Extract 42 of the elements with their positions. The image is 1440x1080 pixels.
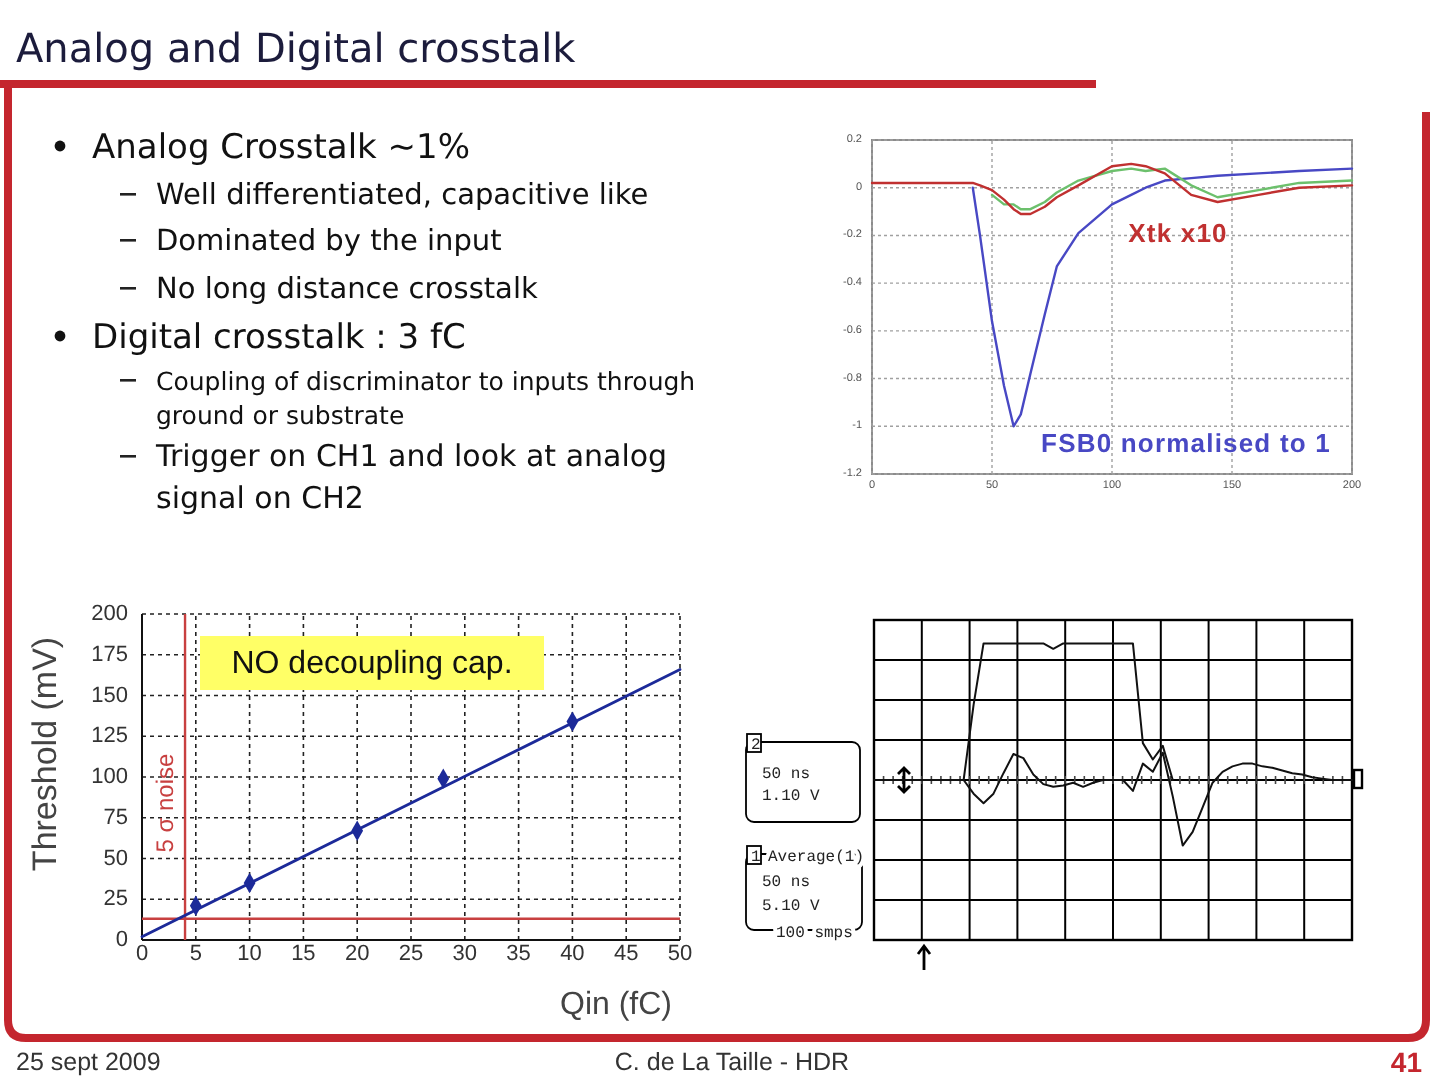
- ref-line-label: 5 σ noise: [151, 752, 180, 853]
- text: Analog and Digital crosstalk: [16, 24, 577, 72]
- text: No long distance crosstalk: [156, 274, 539, 306]
- text: 50 ns: [762, 766, 811, 784]
- text: Coupling of discriminator to inputs through ground or substrate: [156, 366, 696, 430]
- x-tick-label: 0: [135, 942, 149, 966]
- x-tick-label: 45: [613, 942, 639, 966]
- series-label: FSB0 normalised to 1: [1041, 428, 1331, 458]
- y-tick-label: 75: [103, 805, 128, 830]
- x-axis-title: Qin (fC): [560, 988, 672, 1022]
- x-tick-label: 30: [452, 942, 478, 966]
- text: 25 sept 2009: [16, 1048, 161, 1076]
- x-tick-label: 10: [237, 942, 262, 966]
- text: Dominated by the input: [156, 226, 503, 258]
- x-tick-label: 50: [667, 942, 693, 966]
- y-tick-label: 175: [91, 642, 128, 667]
- text: 2: [751, 737, 761, 755]
- x-tick-label: 25: [398, 942, 424, 966]
- text: 41: [1390, 1046, 1423, 1078]
- y-tick-label: 50: [103, 846, 128, 871]
- x-tick-label: 35: [506, 942, 531, 966]
- text: 1.10 V: [762, 788, 821, 806]
- annotation: NO decoupling cap.: [231, 646, 513, 680]
- text: Analog Crosstalk ~1%: [92, 128, 471, 168]
- text: 50 ns: [762, 874, 811, 892]
- text: Well differentiated, capacitive like: [156, 180, 649, 212]
- x-tick-label: 5: [189, 942, 202, 966]
- series-label: Xtk x10: [1128, 218, 1228, 248]
- x-tick-label: 15: [291, 942, 316, 966]
- text: 5.10 V: [762, 898, 821, 916]
- text: 1: [751, 849, 761, 867]
- text: Trigger on CH1 and look at analog signal on CH2: [154, 438, 668, 516]
- text: C. de La Taille - HDR: [614, 1048, 850, 1076]
- x-tick-label: 20: [344, 942, 370, 966]
- y-tick-label: 100: [91, 765, 128, 789]
- text: Digital crosstalk : 3 fC: [92, 318, 466, 358]
- y-tick-label: 25: [103, 887, 128, 912]
- y-tick-label: 125: [91, 724, 128, 749]
- x-tick-label: 40: [560, 942, 585, 966]
- y-axis-title: Threshold (mV): [25, 636, 63, 872]
- y-tick-label: 200: [91, 602, 128, 626]
- y-tick-label: 150: [91, 683, 128, 708]
